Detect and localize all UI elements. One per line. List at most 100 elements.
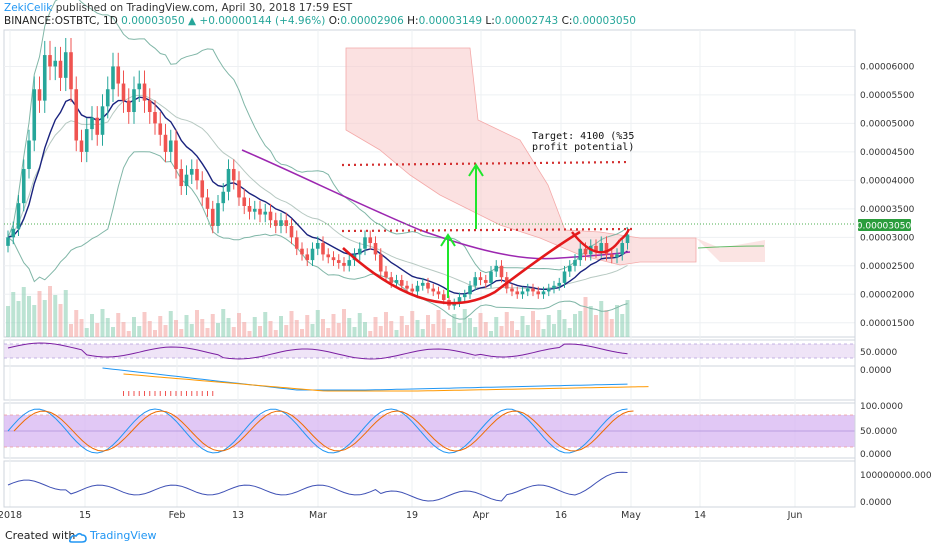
tradingview-logo-icon[interactable] [68, 529, 88, 548]
candle-body [609, 254, 614, 258]
candle-body [552, 285, 556, 289]
indicator-tick-label: 0.0000 [860, 450, 892, 460]
candle-body [347, 260, 352, 266]
volume-bar [520, 316, 525, 337]
handle-curve [571, 231, 621, 254]
candle-body [242, 197, 247, 206]
publish-text: published on TradingView.com, April 30, … [55, 2, 353, 14]
volume-bar [441, 319, 446, 337]
candle-body [179, 168, 184, 187]
volume-bar [499, 326, 504, 337]
tradingview-brand[interactable]: TradingView [90, 529, 157, 542]
volume-bar [105, 318, 110, 337]
candle-body [441, 294, 446, 300]
candle-body [378, 254, 383, 272]
candle-body [168, 140, 173, 152]
candle-body [541, 291, 546, 295]
candle-body [263, 211, 268, 215]
volume-bar [321, 319, 325, 337]
volume-bar [363, 322, 367, 337]
candle-body [11, 228, 16, 238]
arrow-up-2-head [468, 163, 484, 177]
candle-body [174, 140, 178, 169]
ohlc-legend: BINANCE:OSTBTC, 1D 0.00003050 ▲ +0.00000… [4, 15, 636, 27]
volume-bar [221, 309, 226, 337]
price-tick-label: 0.00004000 [860, 176, 915, 186]
cloud-green-line [697, 245, 765, 249]
rsi-band [4, 344, 855, 358]
candle-body [205, 197, 210, 209]
publish-info: ZekiCelik published on TradingView.com, … [4, 2, 352, 14]
volume-bar [111, 327, 115, 337]
candle-body [525, 288, 530, 292]
created-with-text: Created with [5, 529, 76, 542]
candle-body [116, 66, 121, 84]
arrow-up-1-head [440, 233, 456, 247]
volume-bar [6, 306, 10, 337]
candle-body [583, 248, 588, 255]
volume-bar [373, 317, 378, 337]
high-value: 0.00003149 [418, 15, 483, 27]
price-change: +0.00000144 (+4.96%) [199, 15, 326, 27]
price-axis[interactable]: 0.00006000 0.00005500 0.00005000 0.00004500… [854, 30, 932, 508]
volume-bar [331, 314, 336, 337]
candle-body [216, 203, 220, 226]
indicator-tick-label: 50.0000 [860, 427, 897, 437]
time-axis[interactable]: 2018 15 Feb 13 Mar 19 Apr 16 May 14 Jun [0, 506, 855, 521]
handle-break [619, 228, 631, 241]
symbol-label[interactable]: BINANCE:OSTBTC, 1D [4, 15, 118, 27]
candle-body [510, 288, 514, 292]
volume-bar [184, 315, 189, 337]
volume-bar [625, 300, 630, 337]
candle-body [326, 254, 331, 258]
volume-bar [525, 325, 530, 337]
low-label: L: [485, 15, 495, 27]
candle-body [489, 271, 493, 283]
candlesticks[interactable] [6, 37, 630, 310]
time-tick-label: Feb [169, 510, 186, 521]
volume-bar [326, 328, 331, 337]
candle-body [373, 243, 378, 255]
volume-bar [273, 330, 278, 337]
volume-bar [142, 312, 147, 337]
volume-bar [378, 326, 383, 337]
target-annotation[interactable]: Target: 4100 (%35 profit potential) [532, 131, 634, 153]
volume-bar [436, 310, 441, 337]
volume-bar [258, 326, 262, 337]
stoch-k-line [7, 408, 628, 454]
volume-bar [310, 324, 315, 337]
candle-body [63, 52, 68, 78]
author-name[interactable]: ZekiCelik [4, 2, 53, 14]
volume-bar [195, 310, 199, 337]
volume-bar [21, 287, 26, 337]
volume-bar [279, 316, 283, 337]
volume-bar [588, 306, 593, 337]
volume-bar [384, 312, 388, 337]
target-annotation-line2: profit potential) [532, 142, 635, 153]
volume-bar [599, 301, 604, 337]
volume-bar [452, 314, 457, 337]
candle-body [163, 134, 168, 152]
high-label: H: [407, 15, 419, 27]
candle-body [79, 140, 84, 152]
volume-bar [174, 320, 178, 337]
candle-body [132, 89, 136, 113]
candle-body [567, 265, 572, 272]
volume-bar [489, 331, 493, 337]
volume-bar [578, 311, 583, 337]
candle-body [126, 100, 131, 113]
candle-body [37, 89, 42, 101]
volume-bar [468, 318, 472, 337]
footer: Created with TradingView [0, 523, 932, 550]
volume-bar [205, 328, 210, 337]
volume-bar [478, 313, 483, 337]
candle-body [69, 52, 73, 90]
volume-bar [252, 317, 257, 337]
candle-body [342, 262, 346, 266]
bollinger-lower [7, 151, 628, 320]
user-drawings[interactable] [4, 160, 855, 305]
volume-bar [226, 318, 231, 337]
volume-bar [158, 316, 163, 337]
price-tick-label: 0.00003000 [860, 233, 915, 243]
